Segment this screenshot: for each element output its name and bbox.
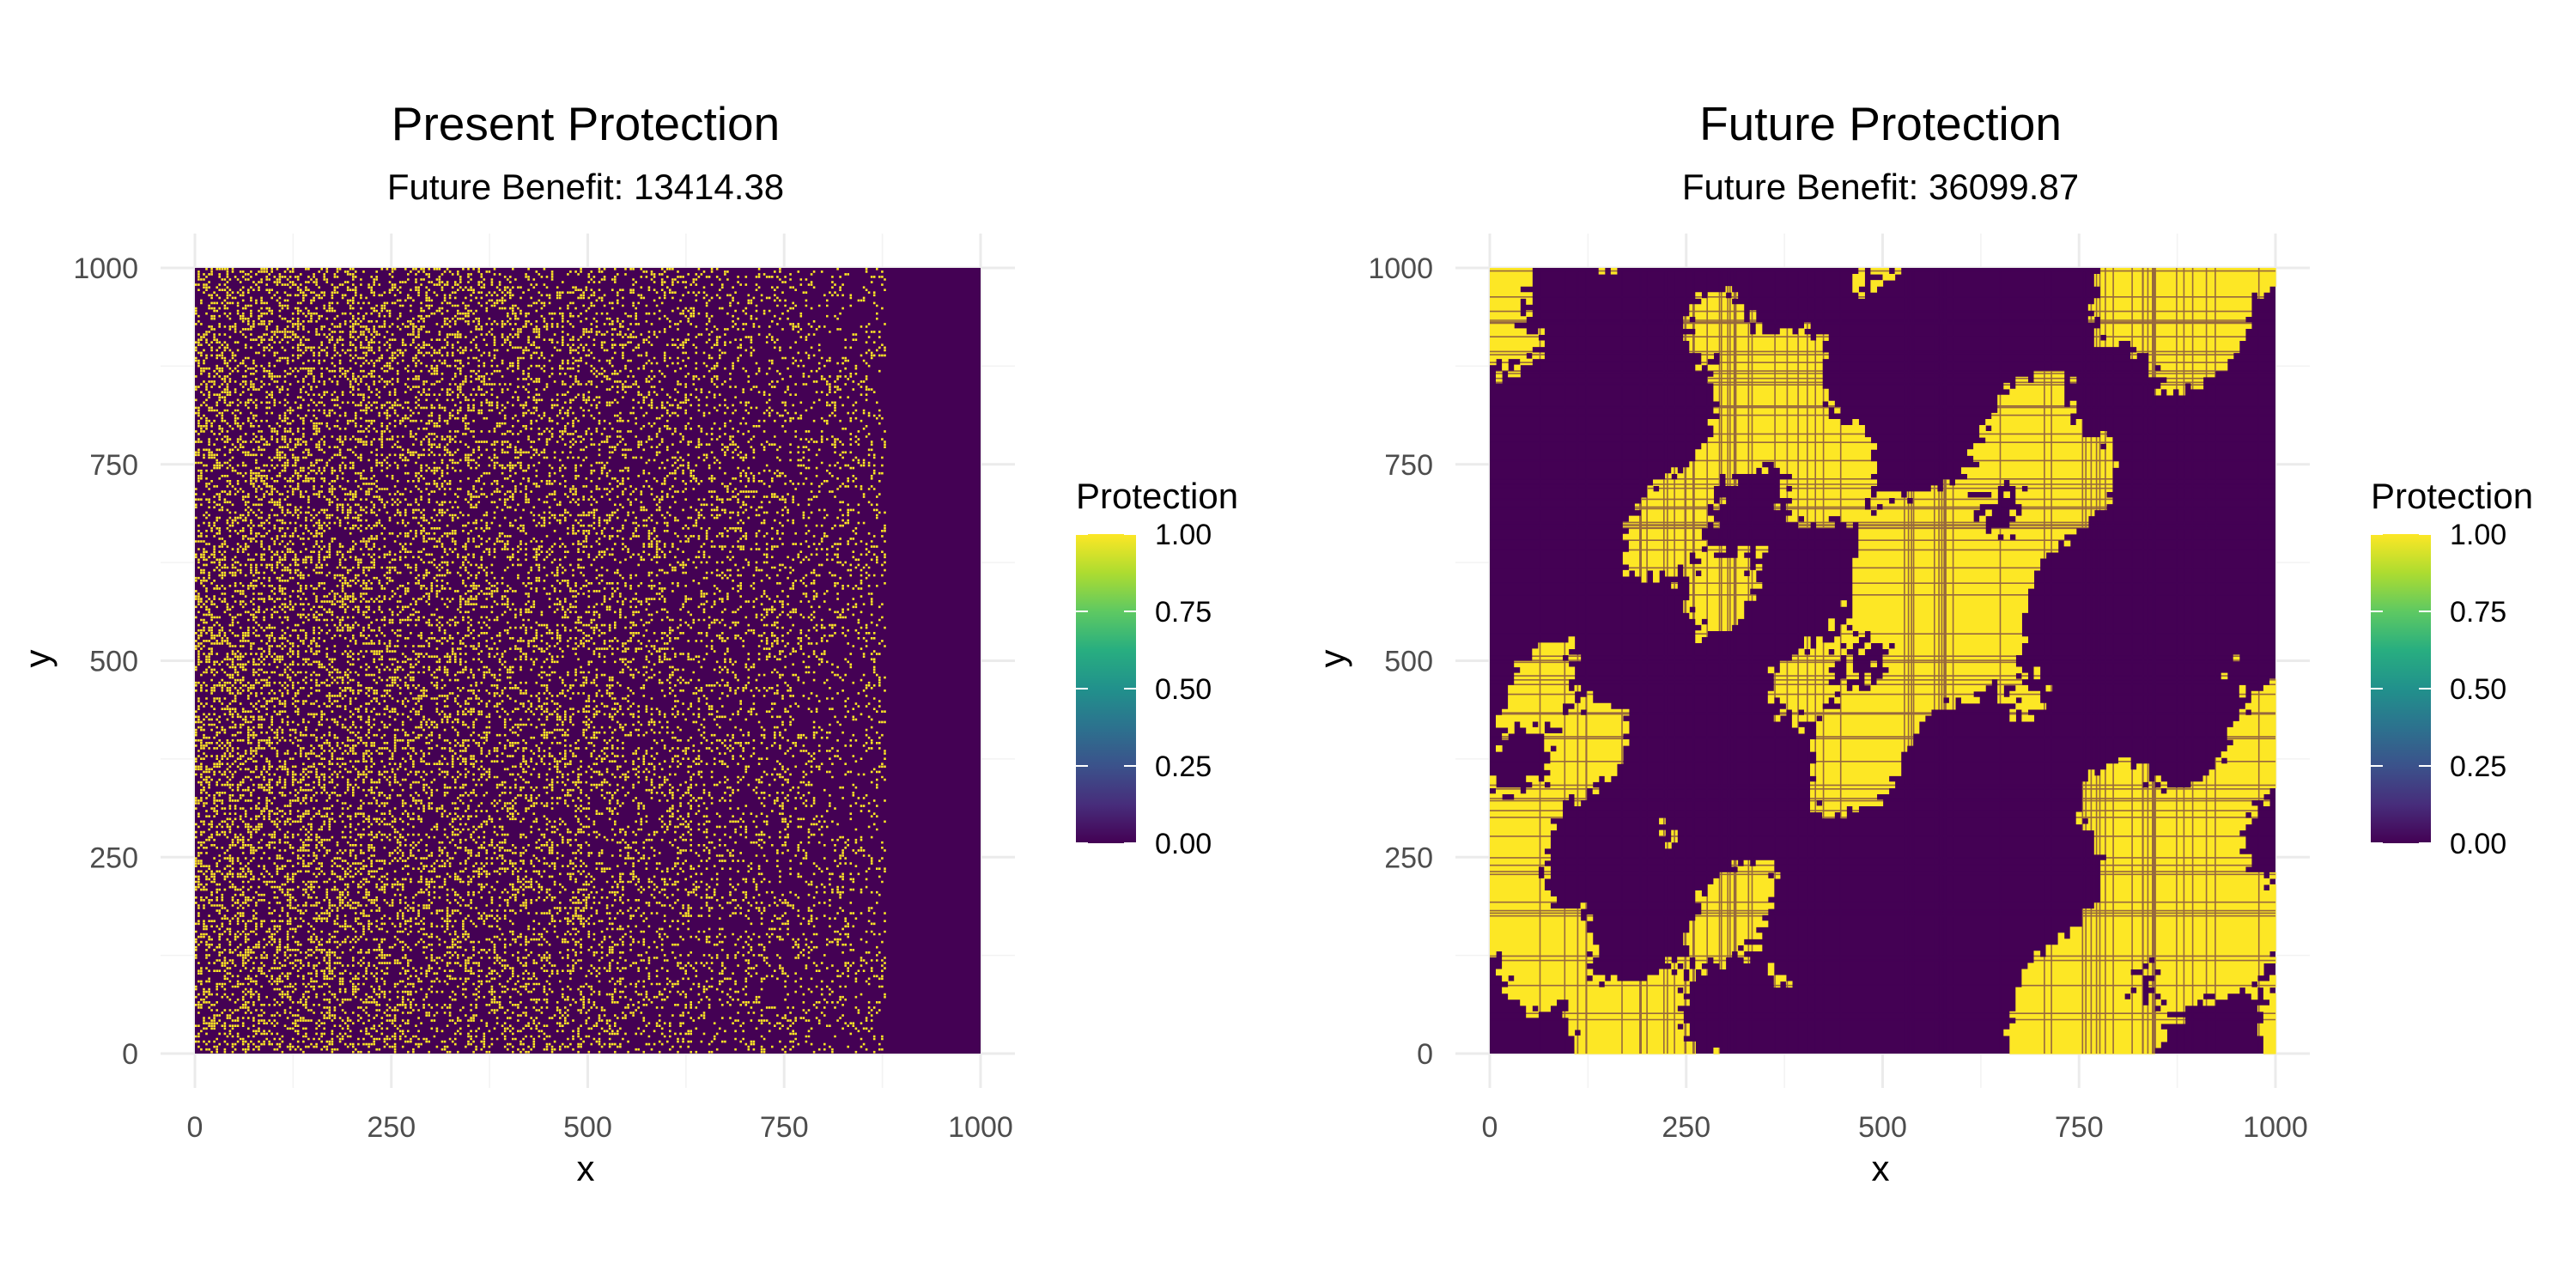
panel-future-protection: Future Protection Future Benefit: 36099.… xyxy=(1312,97,2533,1188)
y-axis-title: y xyxy=(17,650,58,668)
y-tick-label: 250 xyxy=(89,841,138,874)
colorbar-tick-label: 0.75 xyxy=(1155,596,1212,629)
colorbar-tick-label: 0.00 xyxy=(2450,828,2506,860)
x-axis-title: x xyxy=(577,1148,595,1188)
colorbar-tick-label: 0.00 xyxy=(1155,828,1212,860)
x-axis-title: x xyxy=(1872,1148,1890,1188)
chart-title: Future Protection xyxy=(1699,97,2062,150)
y-tick-label: 250 xyxy=(1384,841,1433,874)
panel-present-protection: Present Protection Future Benefit: 13414… xyxy=(17,97,1238,1188)
colorbar-ticks: 1.00 0.75 0.50 0.25 0.00 xyxy=(1076,519,1212,860)
x-tick-label: 750 xyxy=(760,1111,809,1144)
y-tick-label: 500 xyxy=(89,646,138,678)
colorbar-tick-label: 0.75 xyxy=(2450,596,2506,629)
heatmap-raster xyxy=(1490,268,2276,1054)
heatmap-raster xyxy=(195,268,981,1054)
x-tick-label: 1000 xyxy=(2243,1111,2308,1144)
y-tick-label: 750 xyxy=(1384,449,1433,482)
x-axis-tick-labels: 0 250 500 750 1000 xyxy=(1482,1111,2308,1144)
colorbar-tick-label: 0.50 xyxy=(2450,673,2506,706)
x-tick-label: 0 xyxy=(187,1111,204,1144)
x-axis-tick-labels: 0 250 500 750 1000 xyxy=(187,1111,1013,1144)
y-axis-tick-labels: 0 250 500 750 1000 xyxy=(73,252,138,1071)
colorbar-tick-label: 0.25 xyxy=(2450,750,2506,783)
x-tick-label: 750 xyxy=(2055,1111,2104,1144)
y-tick-label: 0 xyxy=(122,1038,138,1071)
y-tick-label: 500 xyxy=(1384,646,1433,678)
y-tick-label: 0 xyxy=(1417,1038,1433,1071)
y-axis-title: y xyxy=(1312,650,1352,668)
x-tick-label: 250 xyxy=(367,1111,416,1144)
legend-title: Protection xyxy=(2371,476,2533,516)
colorbar-legend: Protection 1.00 0.75 0.50 0.25 0.00 xyxy=(2371,476,2533,860)
x-tick-label: 250 xyxy=(1662,1111,1710,1144)
x-tick-label: 500 xyxy=(1858,1111,1907,1144)
colorbar-legend: Protection 1.00 0.75 0.50 0.25 0.00 xyxy=(1076,476,1238,860)
x-tick-label: 0 xyxy=(1482,1111,1498,1144)
legend-title: Protection xyxy=(1076,476,1238,516)
chart-subtitle: Future Benefit: 36099.87 xyxy=(1682,167,2079,207)
y-tick-label: 1000 xyxy=(1368,252,1433,285)
y-axis-tick-labels: 0 250 500 750 1000 xyxy=(1368,252,1433,1071)
grid-texture-lines xyxy=(1490,268,2275,1054)
colorbar-tick-label: 0.25 xyxy=(1155,750,1212,783)
x-tick-label: 1000 xyxy=(948,1111,1013,1144)
colorbar-tick-label: 1.00 xyxy=(1155,519,1212,551)
y-tick-label: 750 xyxy=(89,449,138,482)
chart-title: Present Protection xyxy=(392,97,780,150)
y-tick-label: 1000 xyxy=(73,252,138,285)
x-tick-label: 500 xyxy=(563,1111,612,1144)
colorbar-ticks: 1.00 0.75 0.50 0.25 0.00 xyxy=(2371,519,2506,860)
colorbar-tick-label: 1.00 xyxy=(2450,519,2506,551)
colorbar-tick-label: 0.50 xyxy=(1155,673,1212,706)
chart-subtitle: Future Benefit: 13414.38 xyxy=(387,167,784,207)
